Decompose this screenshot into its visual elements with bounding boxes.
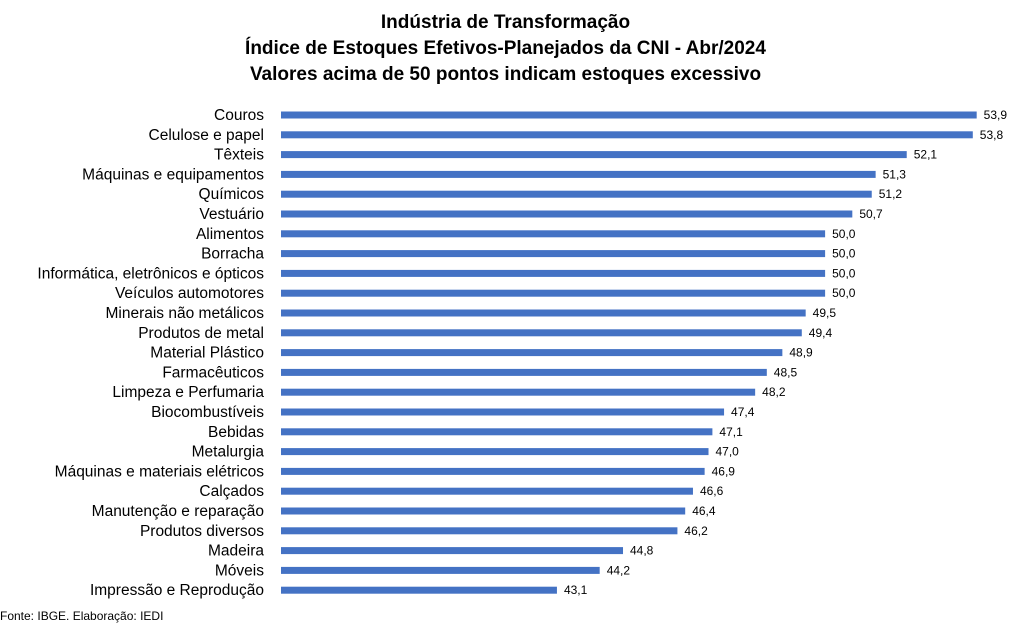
bar-7 <box>281 250 826 258</box>
value-label-18: 46,9 <box>712 464 736 478</box>
value-label-22: 44,8 <box>630 544 654 558</box>
bar-17 <box>281 448 709 456</box>
chart-title-line-1: Indústria de Transformação <box>380 12 631 33</box>
bar-8 <box>281 269 826 277</box>
chart-title: Indústria de Transformação Índice de Est… <box>0 10 1011 88</box>
bar-9 <box>281 289 826 297</box>
value-label-23: 44,2 <box>607 563 631 577</box>
bar-24 <box>281 586 557 594</box>
bar-12 <box>281 349 783 357</box>
value-label-5: 50,7 <box>859 207 883 221</box>
value-label-15: 47,4 <box>731 405 755 419</box>
category-label-19: Calçados <box>199 483 264 500</box>
category-label-10: Minerais não metálicos <box>105 305 264 322</box>
bar-2 <box>281 151 907 159</box>
bar-20 <box>281 507 686 515</box>
bar-22 <box>281 547 624 555</box>
category-label-6: Alimentos <box>196 226 264 243</box>
category-label-18: Máquinas e materiais elétricos <box>55 463 265 480</box>
value-label-13: 48,5 <box>774 365 798 379</box>
category-label-0: Couros <box>214 107 264 124</box>
category-label-8: Informática, eletrônicos e ópticos <box>37 265 264 282</box>
bar-6 <box>281 230 826 238</box>
category-label-2: Têxteis <box>214 147 264 164</box>
category-label-17: Metalurgia <box>192 444 265 461</box>
category-label-12: Material Plástico <box>150 345 264 362</box>
value-label-8: 50,0 <box>832 266 856 280</box>
value-label-20: 46,4 <box>692 504 716 518</box>
bar-19 <box>281 487 693 495</box>
source-note: Fonte: IBGE. Elaboração: IEDI <box>0 609 164 623</box>
category-label-4: Químicos <box>199 186 265 203</box>
bar-0 <box>281 111 977 119</box>
category-label-23: Móveis <box>215 562 264 579</box>
value-label-7: 50,0 <box>832 247 856 261</box>
bar-23 <box>281 566 600 574</box>
value-label-16: 47,1 <box>719 425 743 439</box>
bar-11 <box>281 329 802 337</box>
value-label-21: 46,2 <box>684 524 708 538</box>
bar-1 <box>281 131 973 139</box>
bar-4 <box>281 190 872 198</box>
category-label-5: Vestuário <box>199 206 264 223</box>
bar-5 <box>281 210 853 218</box>
chart-title-line-3: Valores acima de 50 pontos indicam estoq… <box>249 64 762 85</box>
bar-14 <box>281 388 756 396</box>
category-label-13: Farmacêuticos <box>162 364 264 381</box>
value-label-9: 50,0 <box>832 286 856 300</box>
bar-15 <box>281 408 725 416</box>
category-label-24: Impressão e Reprodução <box>90 582 264 599</box>
category-label-7: Borracha <box>201 246 264 263</box>
bar-16 <box>281 428 713 436</box>
category-label-3: Máquinas e equipamentos <box>82 166 264 183</box>
value-label-11: 49,4 <box>809 326 833 340</box>
value-label-14: 48,2 <box>762 385 786 399</box>
category-label-11: Produtos de metal <box>138 325 264 342</box>
bar-3 <box>281 170 876 178</box>
bar-18 <box>281 467 705 475</box>
category-label-1: Celulose e papel <box>149 127 264 144</box>
category-label-9: Veículos automotores <box>115 285 264 302</box>
value-label-1: 53,8 <box>980 128 1004 142</box>
bar-21 <box>281 527 678 535</box>
category-label-22: Madeira <box>208 543 264 560</box>
value-label-6: 50,0 <box>832 227 856 241</box>
bar-13 <box>281 368 767 376</box>
value-label-12: 48,9 <box>789 346 813 360</box>
value-label-17: 47,0 <box>716 445 740 459</box>
value-label-19: 46,6 <box>700 484 724 498</box>
value-label-4: 51,2 <box>879 187 903 201</box>
category-label-21: Produtos diversos <box>140 523 264 540</box>
category-label-14: Limpeza e Perfumaria <box>112 384 264 401</box>
category-label-16: Bebidas <box>208 424 264 441</box>
value-label-3: 51,3 <box>883 167 907 181</box>
value-label-10: 49,5 <box>813 306 837 320</box>
value-label-2: 52,1 <box>914 148 938 162</box>
value-label-0: 53,9 <box>984 108 1008 122</box>
category-label-15: Biocombustíveis <box>151 404 264 421</box>
category-label-20: Manutenção e reparação <box>92 503 264 520</box>
bar-10 <box>281 309 806 317</box>
chart-title-line-2: Índice de Estoques Efetivos-Planejados d… <box>245 38 766 59</box>
value-label-24: 43,1 <box>564 583 588 597</box>
